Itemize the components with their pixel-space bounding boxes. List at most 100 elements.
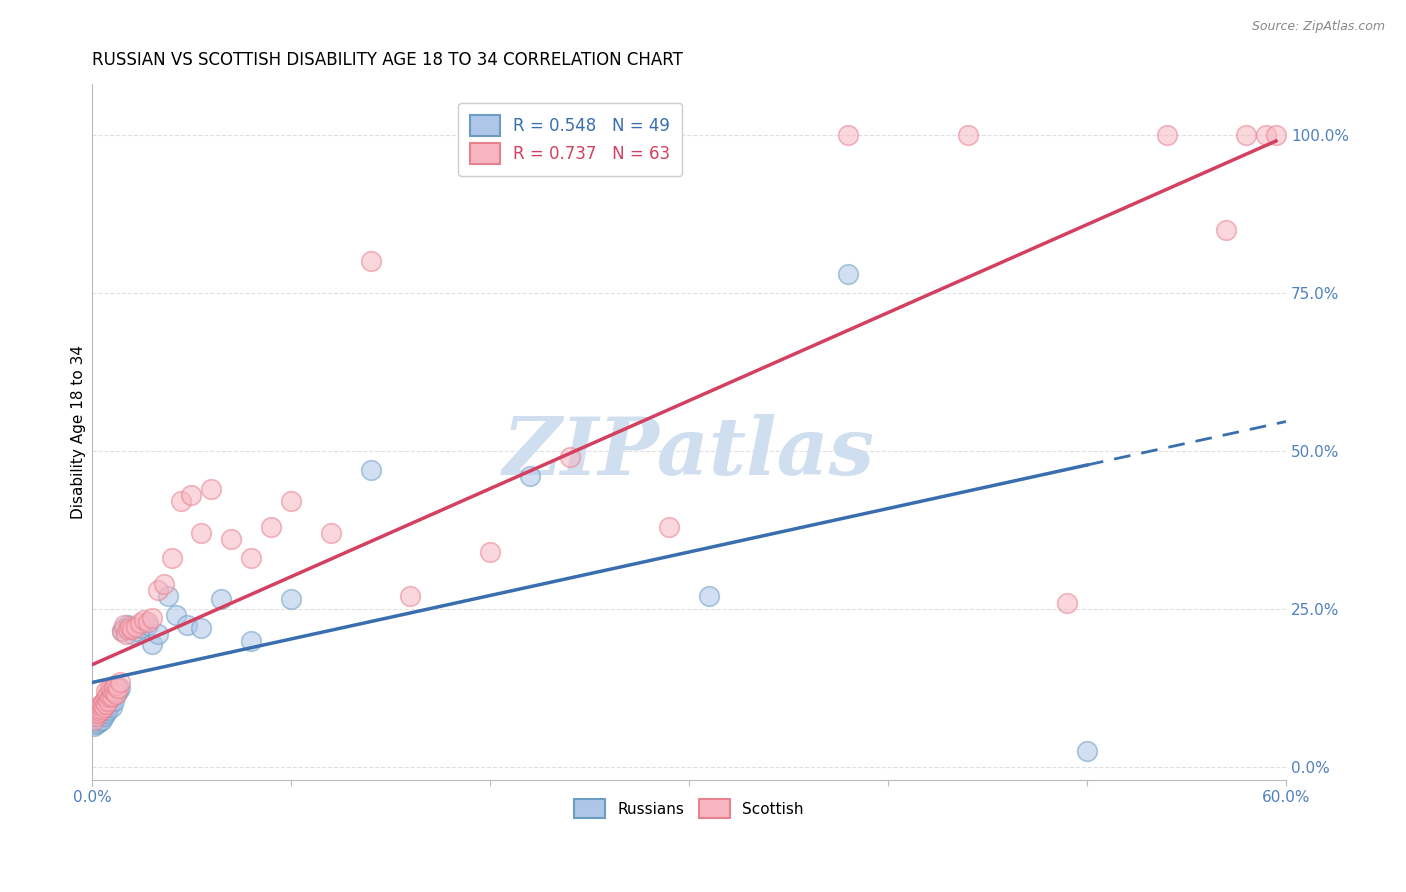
Point xyxy=(190,621,212,635)
Point xyxy=(89,698,111,712)
Point xyxy=(176,617,198,632)
Point xyxy=(160,551,183,566)
Point xyxy=(107,684,129,698)
Point xyxy=(697,589,720,603)
Legend: Russians, Scottish: Russians, Scottish xyxy=(568,793,810,824)
Point xyxy=(1056,596,1078,610)
Point xyxy=(125,619,148,633)
Point xyxy=(94,699,117,714)
Point xyxy=(90,697,112,711)
Point xyxy=(1234,128,1257,142)
Point xyxy=(89,704,111,718)
Point xyxy=(658,519,681,533)
Point xyxy=(87,711,110,725)
Point xyxy=(121,627,143,641)
Point xyxy=(89,714,111,729)
Point xyxy=(90,704,112,718)
Point xyxy=(360,254,382,268)
Point xyxy=(114,627,136,641)
Point xyxy=(98,690,121,705)
Point xyxy=(280,494,302,508)
Point xyxy=(93,702,115,716)
Point xyxy=(90,702,112,716)
Point xyxy=(519,469,541,483)
Point xyxy=(98,681,121,695)
Point xyxy=(89,703,111,717)
Point xyxy=(240,633,263,648)
Text: RUSSIAN VS SCOTTISH DISABILITY AGE 18 TO 34 CORRELATION CHART: RUSSIAN VS SCOTTISH DISABILITY AGE 18 TO… xyxy=(91,51,683,69)
Point xyxy=(132,613,155,627)
Point xyxy=(141,637,163,651)
Point xyxy=(118,619,141,633)
Point xyxy=(180,488,202,502)
Point xyxy=(260,519,283,533)
Point xyxy=(111,624,134,638)
Point xyxy=(111,624,134,638)
Point xyxy=(93,693,115,707)
Point xyxy=(87,702,110,716)
Point xyxy=(165,608,187,623)
Point xyxy=(93,709,115,723)
Point xyxy=(104,678,127,692)
Point xyxy=(107,681,129,695)
Point xyxy=(1156,128,1178,142)
Text: Source: ZipAtlas.com: Source: ZipAtlas.com xyxy=(1251,20,1385,33)
Point xyxy=(83,719,105,733)
Point xyxy=(90,699,112,714)
Point xyxy=(83,706,105,721)
Point xyxy=(94,697,117,711)
Point xyxy=(112,621,135,635)
Point xyxy=(209,592,232,607)
Point xyxy=(101,689,124,703)
Point xyxy=(478,545,501,559)
Point xyxy=(280,592,302,607)
Point xyxy=(108,681,131,695)
Point xyxy=(104,687,127,701)
Point xyxy=(360,463,382,477)
Point xyxy=(146,627,169,641)
Point xyxy=(219,533,242,547)
Point xyxy=(97,697,120,711)
Point xyxy=(89,708,111,723)
Point xyxy=(98,691,121,706)
Point xyxy=(125,624,148,638)
Point xyxy=(108,674,131,689)
Point xyxy=(83,713,105,727)
Point xyxy=(141,611,163,625)
Point xyxy=(84,709,107,723)
Point xyxy=(94,706,117,721)
Point xyxy=(240,551,263,566)
Point xyxy=(98,698,121,712)
Point xyxy=(101,699,124,714)
Point xyxy=(101,682,124,697)
Point xyxy=(94,684,117,698)
Point xyxy=(87,706,110,721)
Point xyxy=(1215,222,1237,236)
Point xyxy=(97,693,120,707)
Point xyxy=(94,693,117,707)
Point xyxy=(94,690,117,705)
Point xyxy=(837,128,859,142)
Point xyxy=(117,622,139,636)
Point xyxy=(103,679,125,693)
Point xyxy=(956,128,979,142)
Point xyxy=(103,693,125,707)
Point xyxy=(200,482,222,496)
Point xyxy=(112,617,135,632)
Point xyxy=(128,615,150,630)
Point xyxy=(117,617,139,632)
Y-axis label: Disability Age 18 to 34: Disability Age 18 to 34 xyxy=(72,345,86,519)
Point xyxy=(97,703,120,717)
Point xyxy=(101,690,124,705)
Point xyxy=(156,589,179,603)
Point xyxy=(1265,128,1288,142)
Point xyxy=(190,526,212,541)
Point xyxy=(121,622,143,636)
Point xyxy=(558,450,581,465)
Point xyxy=(837,267,859,281)
Point xyxy=(399,589,422,603)
Point xyxy=(131,621,153,635)
Point xyxy=(152,576,174,591)
Point xyxy=(136,615,159,629)
Point xyxy=(83,713,105,727)
